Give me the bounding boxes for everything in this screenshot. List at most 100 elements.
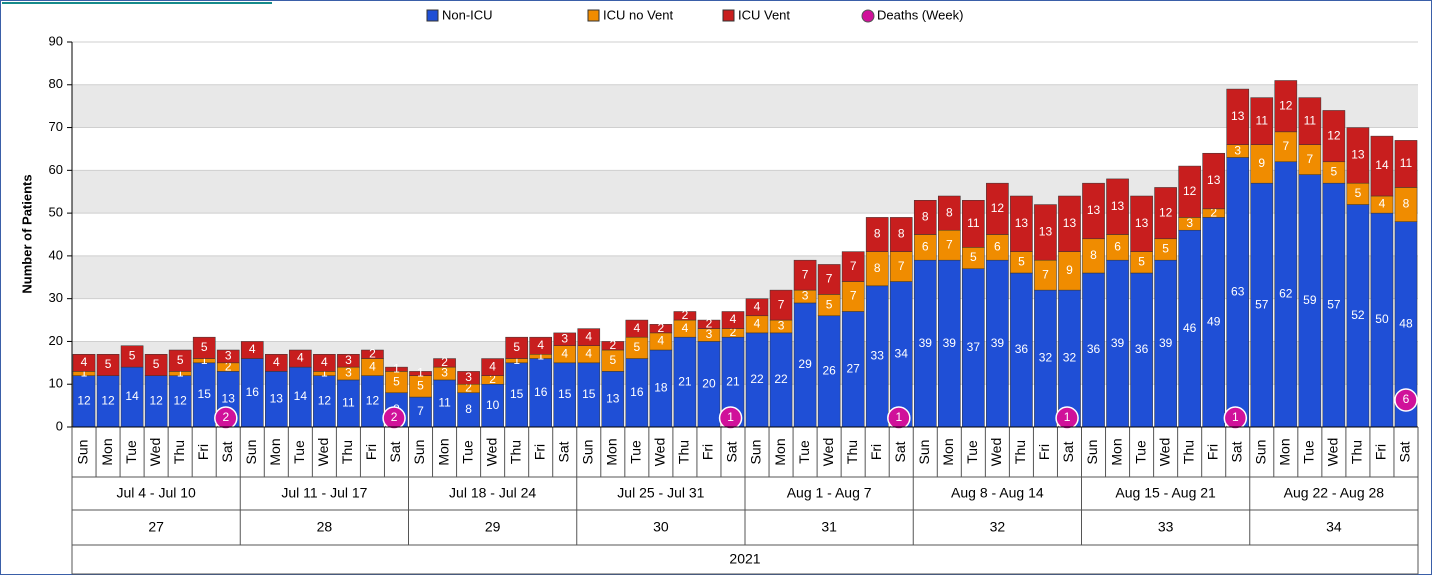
bar-segment xyxy=(1058,195,1081,252)
data-label: 3 xyxy=(561,331,568,345)
data-label: 2 xyxy=(441,355,448,369)
data-label: 8 xyxy=(874,227,881,241)
data-label: 14 xyxy=(294,389,308,403)
x-tick-label: Sat xyxy=(219,441,235,462)
data-label: 14 xyxy=(1375,158,1389,172)
bar-segment xyxy=(1154,187,1177,240)
data-label: 5 xyxy=(1018,254,1025,268)
x-tick-label: Tue xyxy=(1132,440,1148,464)
data-label: 26 xyxy=(822,364,836,378)
bar-segment xyxy=(697,319,721,329)
x-tick-label: Mon xyxy=(1277,438,1293,465)
x-tick-label: Sun xyxy=(916,440,932,465)
data-label: 4 xyxy=(730,312,737,326)
data-label: 8 xyxy=(946,205,953,219)
legend-label: Non-ICU xyxy=(442,7,493,22)
data-label: 12 xyxy=(101,394,115,408)
data-label: 9 xyxy=(1066,263,1073,277)
death-marker xyxy=(1055,406,1079,430)
bar-segment xyxy=(793,259,817,291)
bar-segment xyxy=(673,311,697,321)
y-tick-label: 50 xyxy=(49,205,63,220)
data-label: 1 xyxy=(321,366,328,380)
bar-segment xyxy=(721,311,745,329)
data-label: 1 xyxy=(81,366,88,380)
data-label: 39 xyxy=(943,336,957,350)
death-marker xyxy=(1223,406,1248,430)
death-label: 1 xyxy=(727,410,734,424)
data-label: 1 xyxy=(177,366,184,380)
data-label: 4 xyxy=(321,355,328,369)
y-tick-label: 10 xyxy=(49,376,63,391)
data-label: 21 xyxy=(726,374,740,388)
data-label: 39 xyxy=(1111,336,1125,350)
bar-segment xyxy=(1274,80,1298,133)
data-label: 15 xyxy=(510,387,524,401)
data-label: 12 xyxy=(1327,128,1341,142)
data-label: 4 xyxy=(81,355,88,369)
bar-segment xyxy=(96,354,120,376)
data-label: 33 xyxy=(871,349,885,363)
x-tick-label: Sun xyxy=(411,440,427,465)
data-label: 12 xyxy=(77,394,91,408)
data-label: 46 xyxy=(1183,321,1197,335)
x-tick-label: Mon xyxy=(1108,438,1124,465)
data-label: 3 xyxy=(802,289,809,303)
bar-segment xyxy=(817,264,841,295)
data-label: 8 xyxy=(874,261,881,275)
data-label: 13 xyxy=(1207,173,1221,187)
x-tick-label: Sun xyxy=(243,440,259,465)
data-label: 7 xyxy=(1306,152,1313,166)
y-tick-label: 60 xyxy=(49,162,63,177)
data-label: 10 xyxy=(486,398,500,412)
bar-segment xyxy=(1106,178,1129,235)
data-label: 4 xyxy=(561,346,568,360)
bar-segment xyxy=(553,332,577,346)
bar-segment xyxy=(649,324,673,334)
x-tick-label: Wed xyxy=(988,438,1004,467)
data-label: 3 xyxy=(1186,216,1193,230)
x-tick-label: Wed xyxy=(652,438,668,467)
data-label: 7 xyxy=(946,237,953,251)
death-label: 2 xyxy=(391,410,398,424)
data-label: 4 xyxy=(297,351,304,365)
y-tick-label: 0 xyxy=(56,418,63,433)
data-label: 29 xyxy=(798,357,812,371)
data-label: 36 xyxy=(1087,342,1101,356)
week-number: 27 xyxy=(148,519,164,535)
data-label: 1 xyxy=(201,353,208,367)
bar-segment xyxy=(1082,182,1105,240)
legend-label: Deaths (Week) xyxy=(877,7,963,22)
x-tick-label: Mon xyxy=(99,438,115,465)
data-label: 2 xyxy=(609,338,616,352)
data-label: 2 xyxy=(682,308,689,322)
data-label: 5 xyxy=(201,340,208,354)
x-tick-label: Thu xyxy=(1349,440,1365,464)
legend-swatch xyxy=(587,9,600,22)
x-tick-label: Thu xyxy=(676,440,692,464)
data-label: 13 xyxy=(270,391,284,405)
data-label: 5 xyxy=(1138,254,1145,268)
data-label: 18 xyxy=(654,381,668,395)
week-label: Jul 4 - Jul 10 xyxy=(116,485,196,501)
data-label: 11 xyxy=(1400,156,1413,170)
data-label: 4 xyxy=(537,338,544,352)
data-label: 36 xyxy=(1015,342,1029,356)
data-label: 2 xyxy=(1210,205,1217,219)
data-label: 8 xyxy=(898,227,905,241)
death-label: 1 xyxy=(895,410,902,424)
data-label: 8 xyxy=(1090,248,1097,262)
bar-segment xyxy=(409,371,432,376)
data-label: 7 xyxy=(778,297,785,311)
data-label: 8 xyxy=(1403,197,1410,211)
data-label: 32 xyxy=(1063,351,1077,365)
bar-segment xyxy=(1226,88,1250,145)
bar-segment xyxy=(937,195,961,231)
death-label: 1 xyxy=(1064,410,1071,424)
legend-label: ICU Vent xyxy=(738,7,790,22)
data-label: 5 xyxy=(513,340,520,354)
data-label: 3 xyxy=(345,366,352,380)
bar-segment xyxy=(1178,165,1201,218)
grid-band xyxy=(72,84,1418,128)
